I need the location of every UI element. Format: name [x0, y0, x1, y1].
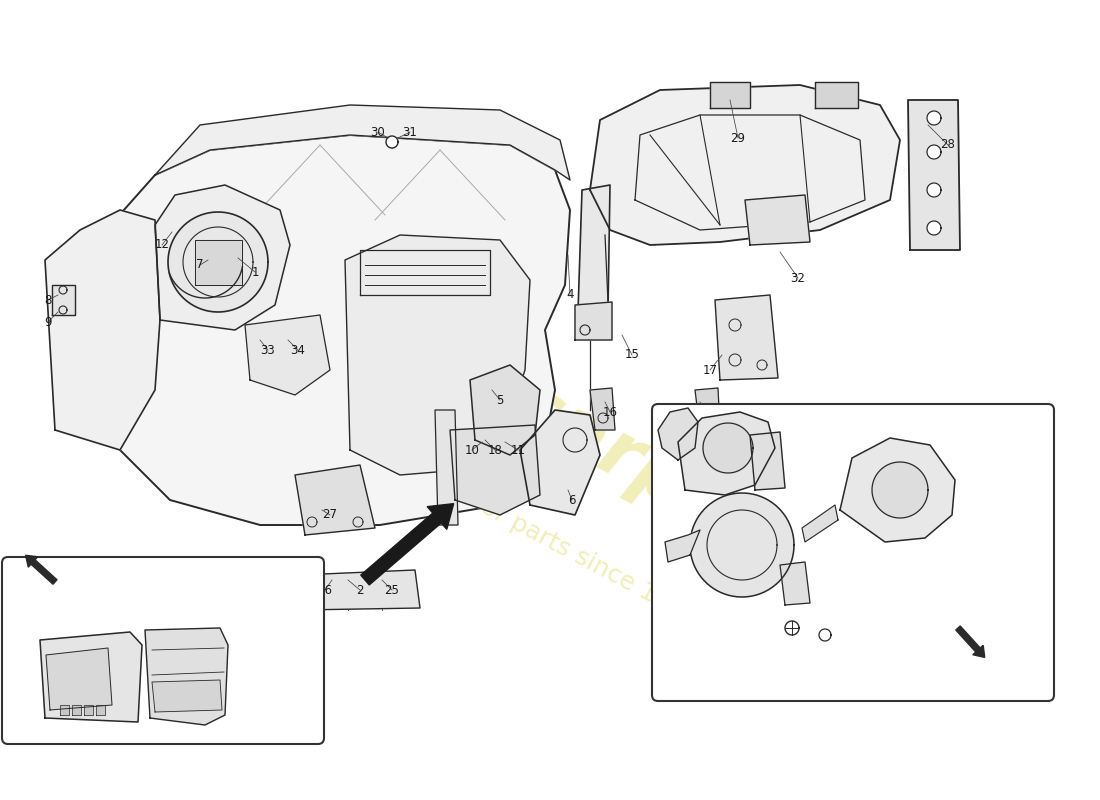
Polygon shape: [72, 705, 81, 715]
Polygon shape: [470, 365, 540, 455]
Polygon shape: [590, 388, 615, 430]
Text: 28: 28: [940, 138, 956, 151]
Text: 32: 32: [791, 271, 805, 285]
Polygon shape: [690, 493, 794, 597]
Polygon shape: [820, 629, 830, 641]
Polygon shape: [575, 302, 612, 340]
Polygon shape: [695, 388, 721, 430]
Polygon shape: [295, 465, 375, 535]
Text: 11: 11: [510, 443, 526, 457]
Text: 26: 26: [318, 583, 332, 597]
Text: 18: 18: [487, 443, 503, 457]
Text: 6: 6: [569, 494, 575, 506]
Polygon shape: [710, 82, 750, 108]
Polygon shape: [815, 82, 858, 108]
Polygon shape: [578, 185, 610, 312]
Polygon shape: [155, 105, 570, 180]
Polygon shape: [750, 432, 785, 490]
Text: 25: 25: [385, 583, 399, 597]
Polygon shape: [840, 438, 955, 542]
Text: 30: 30: [371, 126, 385, 138]
Polygon shape: [678, 412, 776, 495]
Polygon shape: [520, 410, 600, 515]
Text: 15: 15: [625, 349, 639, 362]
Text: 27: 27: [322, 509, 338, 522]
FancyBboxPatch shape: [652, 404, 1054, 701]
Text: 12: 12: [154, 238, 169, 251]
Text: eurocarparts: eurocarparts: [322, 274, 858, 606]
Polygon shape: [96, 705, 104, 715]
Polygon shape: [927, 145, 940, 159]
Text: 21: 21: [711, 454, 726, 466]
Polygon shape: [715, 295, 778, 380]
Polygon shape: [802, 505, 838, 542]
Text: 5: 5: [496, 394, 504, 406]
Polygon shape: [345, 235, 530, 475]
Polygon shape: [195, 240, 242, 285]
Polygon shape: [46, 648, 112, 710]
Text: 10: 10: [464, 443, 480, 457]
Text: 24: 24: [784, 643, 800, 657]
Polygon shape: [658, 408, 698, 460]
Polygon shape: [152, 680, 222, 712]
Polygon shape: [84, 705, 94, 715]
Text: 1: 1: [251, 266, 258, 278]
Polygon shape: [590, 85, 900, 245]
Polygon shape: [45, 210, 159, 450]
Polygon shape: [145, 628, 228, 725]
Text: 4: 4: [566, 289, 574, 302]
Polygon shape: [780, 562, 810, 605]
FancyBboxPatch shape: [2, 557, 324, 744]
Text: 17: 17: [703, 363, 717, 377]
FancyArrow shape: [25, 555, 57, 584]
FancyArrow shape: [956, 626, 984, 658]
Polygon shape: [872, 462, 928, 518]
Polygon shape: [52, 285, 75, 315]
Text: 23: 23: [913, 523, 927, 537]
Polygon shape: [245, 315, 330, 395]
Text: 8: 8: [44, 294, 52, 306]
Text: 13: 13: [131, 702, 145, 714]
Text: 16: 16: [697, 406, 713, 418]
Text: 7: 7: [196, 258, 204, 271]
Polygon shape: [745, 195, 810, 245]
Polygon shape: [908, 100, 960, 250]
Polygon shape: [155, 185, 290, 330]
Polygon shape: [927, 183, 940, 197]
Text: 29: 29: [730, 131, 746, 145]
Text: 19: 19: [711, 483, 726, 497]
Polygon shape: [434, 410, 458, 525]
Text: 20: 20: [711, 514, 725, 526]
FancyArrow shape: [361, 504, 453, 585]
Polygon shape: [40, 632, 142, 722]
Text: 14: 14: [198, 626, 212, 638]
Text: 34: 34: [290, 343, 306, 357]
Text: 36: 36: [711, 495, 725, 509]
Polygon shape: [785, 621, 799, 635]
Polygon shape: [666, 530, 700, 562]
Polygon shape: [927, 221, 940, 235]
Text: 31: 31: [403, 126, 417, 138]
Polygon shape: [300, 570, 420, 610]
Text: a passion for parts since 1985: a passion for parts since 1985: [358, 430, 703, 630]
Text: 22: 22: [821, 643, 836, 657]
Text: 33: 33: [261, 343, 275, 357]
Polygon shape: [60, 705, 69, 715]
Polygon shape: [450, 425, 540, 515]
Polygon shape: [386, 136, 398, 148]
Polygon shape: [168, 212, 268, 312]
Text: 16: 16: [603, 406, 617, 418]
Polygon shape: [927, 111, 940, 125]
Polygon shape: [703, 423, 754, 473]
Text: 9: 9: [44, 315, 52, 329]
Polygon shape: [116, 135, 570, 525]
Text: 2: 2: [356, 583, 364, 597]
